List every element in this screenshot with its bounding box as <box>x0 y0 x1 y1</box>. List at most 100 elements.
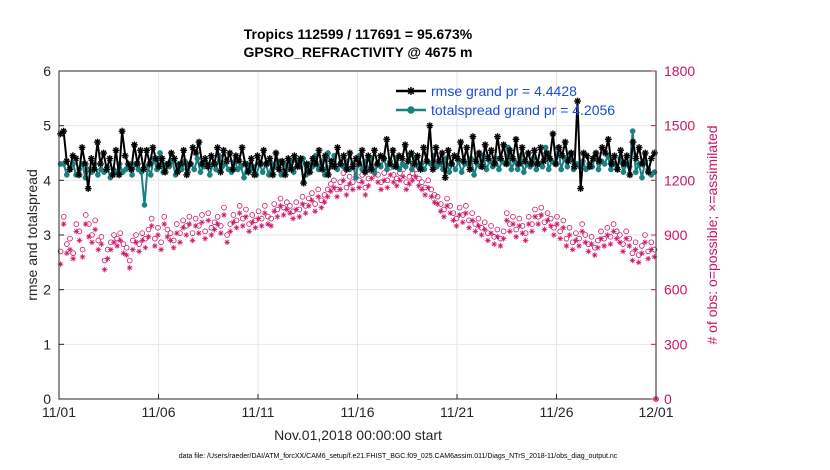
x-tick-label: 11/11 <box>242 404 275 420</box>
obs_assimilated-point <box>415 183 422 189</box>
obs_possible-point <box>92 217 98 224</box>
obs_assimilated-point <box>240 223 246 229</box>
obs_assimilated-point <box>362 192 369 198</box>
obs_possible-point <box>469 210 475 216</box>
rmse-point <box>146 160 154 168</box>
obs_possible-point <box>532 206 538 213</box>
totalspread-point <box>241 174 247 181</box>
rmse-point <box>426 122 434 130</box>
rmse-point <box>589 155 597 162</box>
obs_assimilated-point <box>441 213 447 220</box>
obs_possible-point <box>635 252 642 258</box>
rmse-point <box>444 146 452 154</box>
obs_possible-point <box>82 212 89 218</box>
rmse-point <box>269 171 277 179</box>
rmse-series <box>57 97 658 192</box>
obs_possible-point <box>453 215 460 222</box>
obs_assimilated-point <box>155 232 161 238</box>
obs_assimilated-point <box>170 244 177 251</box>
obs_possible-point <box>60 213 67 220</box>
rmse-point <box>355 160 363 168</box>
obs_possible-point <box>569 239 576 246</box>
obs_possible-point <box>393 175 400 182</box>
obs-count-series <box>57 164 659 402</box>
rmse-point <box>586 163 594 171</box>
obs_assimilated-point <box>108 246 114 253</box>
rmse-point <box>167 149 175 157</box>
obs_possible-point <box>101 257 108 264</box>
obs_assimilated-point <box>145 234 152 240</box>
obs_possible-point <box>117 230 124 236</box>
rmse-point <box>211 160 218 168</box>
rmse-point <box>287 166 295 173</box>
obs_possible-point <box>208 224 215 231</box>
obs_possible-point <box>588 234 595 240</box>
y-axis-right-label: # of obs: o=possible; ×=assimilated <box>704 125 720 344</box>
obs_possible-point <box>280 204 287 211</box>
obs_possible-point <box>89 232 95 238</box>
obs_assimilated-point <box>67 246 73 253</box>
obs_assimilated-point <box>629 257 636 264</box>
y-left-tick-label: 4 <box>43 172 51 188</box>
obs_assimilated-point <box>343 192 350 198</box>
obs_possible-point <box>573 230 579 236</box>
obs_possible-point <box>503 210 510 216</box>
obs_assimilated-point <box>516 223 523 229</box>
rmse-point <box>641 149 649 157</box>
rmse-point <box>63 157 71 165</box>
rmse-point <box>309 155 317 162</box>
totalspread-point <box>608 166 614 173</box>
rmse-point <box>198 160 206 168</box>
rmse-point <box>220 146 228 154</box>
rmse-point <box>383 135 391 143</box>
rmse-point <box>201 155 209 162</box>
rmse-point <box>186 160 194 168</box>
rmse-point <box>115 171 123 179</box>
rmse-point <box>361 168 369 176</box>
obs_possible-point <box>444 195 450 202</box>
obs_assimilated-point <box>243 213 249 220</box>
rmse-point <box>644 168 652 176</box>
obs_possible-point <box>161 213 168 220</box>
obs_assimilated-point <box>246 228 252 235</box>
rmse-point <box>411 160 418 168</box>
obs_possible-point <box>95 237 102 244</box>
obs_possible-point <box>642 232 648 238</box>
obs_assimilated-point <box>573 237 579 244</box>
obs_assimilated-point <box>111 239 117 246</box>
x-tick-label: 11/06 <box>142 404 176 420</box>
obs_assimilated-point <box>89 239 95 246</box>
obs_assimilated-point <box>70 255 76 262</box>
totalspread-point <box>238 163 244 170</box>
obs_assimilated-point <box>199 219 205 226</box>
rmse-point <box>263 160 271 168</box>
totalspread-point <box>533 166 540 173</box>
obs_possible-point <box>327 181 334 187</box>
obs_assimilated-point <box>403 186 410 193</box>
obs_possible-point <box>478 224 485 231</box>
rmse-point <box>100 149 108 157</box>
rmse-point <box>561 138 569 146</box>
obs_possible-point <box>346 173 353 180</box>
rmse-point <box>531 146 538 154</box>
obs_assimilated-point <box>535 221 541 227</box>
rmse-point <box>392 163 400 171</box>
totalspread-point <box>353 174 359 181</box>
obs_assimilated-point <box>419 186 425 193</box>
legend-rmse-marker <box>407 87 415 95</box>
obs_possible-point <box>243 206 249 213</box>
obs_assimilated-point <box>114 243 120 249</box>
obs_possible-point <box>287 203 293 209</box>
obs_assimilated-point <box>196 230 202 236</box>
totalspread-point <box>514 166 521 173</box>
obs_assimilated-point <box>639 250 645 257</box>
rmse-point <box>312 160 320 168</box>
obs_possible-point <box>252 217 259 224</box>
obs_assimilated-point <box>192 223 199 229</box>
totalspread-point <box>564 163 571 170</box>
obs_assimilated-point <box>635 259 642 266</box>
obs_possible-point <box>126 257 133 264</box>
obs_assimilated-point <box>494 234 501 240</box>
rmse-point <box>432 144 440 151</box>
obs_possible-point <box>246 221 252 227</box>
